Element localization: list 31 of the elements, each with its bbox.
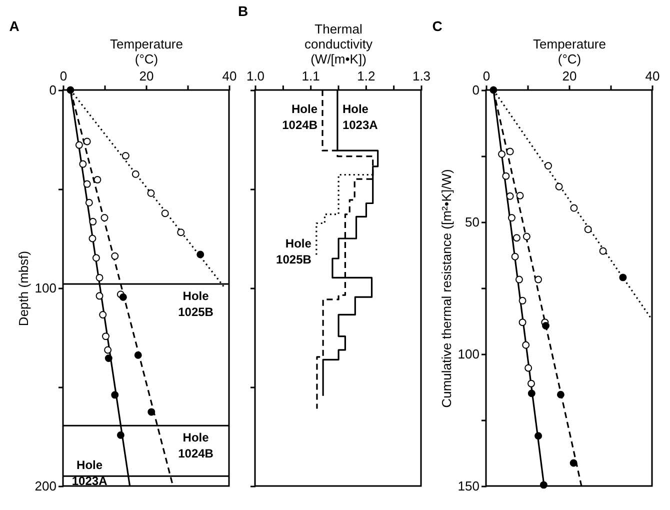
x-tick-label: 1.1 xyxy=(302,68,320,84)
ref-line-label: Hole 1024B xyxy=(178,430,214,461)
x-tick-label: 20 xyxy=(139,68,154,84)
chart-title: C xyxy=(432,18,442,34)
x-tick-label: 1.0 xyxy=(246,68,265,84)
series-label: Hole 1023A xyxy=(342,102,378,132)
x-axis-title: Temperature (°C) xyxy=(533,36,606,66)
y-tick-label: 200 xyxy=(34,478,56,494)
x-tick-label: 0 xyxy=(482,68,490,84)
x-axis-title: Thermal conductivity (W/[m•K]) xyxy=(304,22,373,66)
ref-line-label: Hole 1023A xyxy=(72,458,108,488)
x-tick-label: 40 xyxy=(222,68,237,84)
y-tick-label: 100 xyxy=(34,280,56,296)
series-label: Hole 1025B xyxy=(276,236,312,266)
x-tick-label: 40 xyxy=(645,68,660,84)
ref-line-label: Hole 1025B xyxy=(178,289,214,320)
x-tick-label: 1.3 xyxy=(412,68,431,84)
x-tick-label: 20 xyxy=(562,68,577,84)
chart-title: A xyxy=(9,18,20,34)
chart-title: B xyxy=(238,3,248,19)
y-tick-label: 0 xyxy=(49,82,56,98)
y-tick-label: 0 xyxy=(472,82,480,98)
x-tick-label: 0 xyxy=(60,68,68,84)
y-axis-title: Cumulative thermal resistance ([m²•K]/W) xyxy=(438,169,454,408)
y-tick-label: 150 xyxy=(458,478,480,494)
x-tick-label: 1.2 xyxy=(357,68,376,84)
y-tick-label: 100 xyxy=(458,346,480,362)
x-axis-title: Temperature (°C) xyxy=(110,36,183,66)
y-axis-title: Depth (mbsf) xyxy=(16,250,31,326)
y-tick-label: 50 xyxy=(465,214,480,230)
series-label: Hole 1024B xyxy=(282,102,318,132)
